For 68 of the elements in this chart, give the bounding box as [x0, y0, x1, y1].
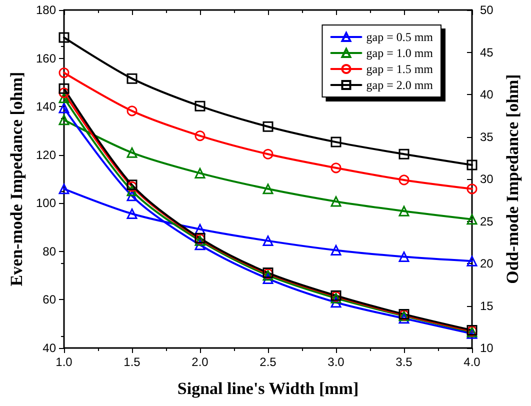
- point: [126, 147, 138, 158]
- point: [58, 32, 70, 43]
- y-tick-label: 60: [42, 292, 56, 307]
- y-tick-label: 100: [36, 196, 56, 210]
- point: [58, 92, 70, 104]
- point: [330, 162, 342, 174]
- point: [330, 297, 342, 308]
- point: [398, 148, 410, 160]
- x-axis-title: Signal line's Width [mm]: [177, 379, 359, 398]
- point: [398, 174, 410, 186]
- y-tick-label: 40: [42, 341, 56, 355]
- point: [58, 88, 70, 98]
- point: [194, 240, 206, 250]
- point: [330, 136, 342, 148]
- x-tick-label: 3.5: [396, 355, 413, 369]
- x-tick-label: 2.0: [192, 355, 209, 369]
- point: [262, 184, 274, 194]
- point: [398, 206, 410, 216]
- point: [194, 100, 206, 112]
- point: [262, 273, 274, 284]
- y2-tick-label: 40: [480, 88, 494, 102]
- point: [466, 160, 478, 170]
- y2-axis-title: Odd-mode Impedance [ohm]: [503, 74, 522, 284]
- y-tick-label: 160: [36, 51, 56, 66]
- point: [126, 73, 138, 84]
- point: [330, 244, 342, 256]
- point: [262, 236, 274, 246]
- point: [126, 190, 138, 202]
- y-tick-label: 120: [36, 148, 56, 162]
- point: [126, 186, 138, 196]
- y2-tick-label: 15: [480, 298, 494, 313]
- y-tick-label: 140: [36, 100, 56, 114]
- y-axis-title: Even-mode Impedance [ohm]: [7, 72, 26, 286]
- x-tick-label: 1.0: [56, 355, 73, 369]
- x-tick-label: 4.0: [464, 355, 481, 369]
- point: [330, 196, 342, 207]
- y2-tick-label: 30: [480, 172, 494, 186]
- point: [58, 114, 70, 126]
- legend-label: gap = 0.5 mm: [366, 30, 434, 44]
- y2-tick-label: 45: [480, 45, 494, 60]
- point: [466, 184, 478, 194]
- point: [466, 256, 478, 266]
- point: [58, 184, 70, 194]
- y2-tick-label: 10: [480, 341, 494, 355]
- point: [262, 148, 274, 160]
- point: [262, 121, 274, 132]
- point: [194, 168, 206, 178]
- x-tick-label: 2.5: [260, 355, 277, 369]
- point: [398, 313, 410, 324]
- y2-tick-label: 25: [480, 214, 494, 228]
- y2-tick-label: 20: [480, 256, 494, 270]
- y-tick-label: 80: [42, 244, 56, 258]
- point: [398, 251, 410, 262]
- y-tick-label: 180: [36, 3, 56, 17]
- y2-tick-label: 35: [480, 130, 494, 144]
- x-tick-label: 3.0: [328, 355, 345, 369]
- legend-label: gap = 1.0 mm: [366, 46, 434, 60]
- point: [194, 130, 206, 142]
- point: [466, 214, 478, 225]
- legend-label: gap = 1.5 mm: [366, 62, 434, 76]
- point: [58, 68, 70, 78]
- legend-label: gap = 2.0 mm: [366, 78, 434, 92]
- point: [58, 83, 70, 94]
- point: [58, 102, 70, 114]
- point: [126, 208, 138, 220]
- point: [126, 106, 138, 116]
- x-tick-label: 1.5: [124, 355, 141, 369]
- y2-tick-label: 50: [480, 3, 494, 17]
